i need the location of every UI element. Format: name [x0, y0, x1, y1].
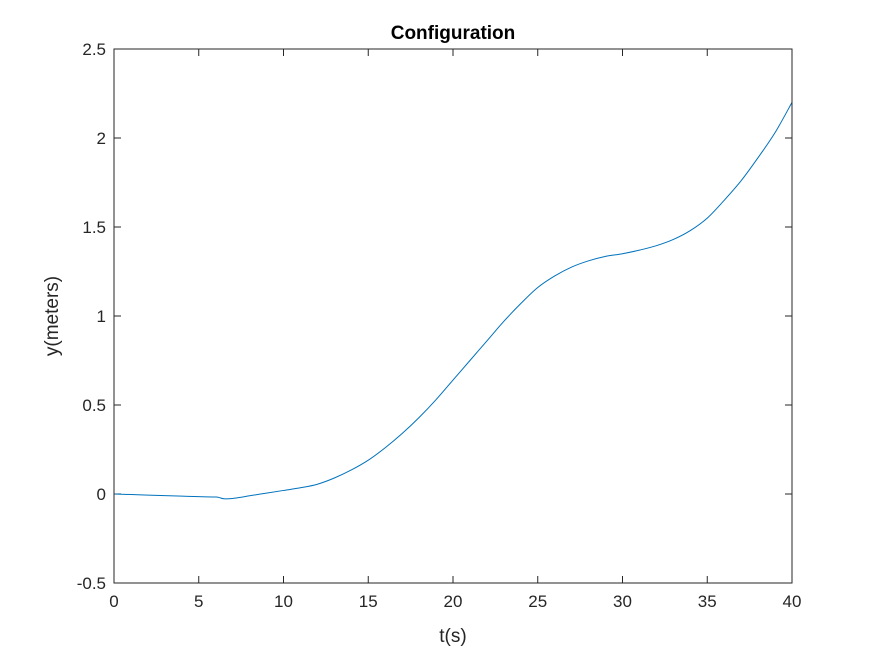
x-tick-label: 10 [274, 592, 293, 611]
x-tick-label: 25 [528, 592, 547, 611]
y-tick-label: 0.5 [82, 396, 106, 415]
y-tick-label: 2.5 [82, 40, 106, 59]
y-axis-label: y(meters) [42, 276, 63, 356]
x-tick-label: 0 [109, 592, 118, 611]
plot-area [114, 49, 792, 583]
y-tick-label: 1 [97, 307, 106, 326]
y-tick-label: 1.5 [82, 218, 106, 237]
y-tick-labels: -0.5 0 0.5 1 1.5 2 2.5 [77, 40, 106, 593]
x-tick-label: 5 [194, 592, 203, 611]
chart-title: Configuration [391, 23, 516, 44]
y-tick-label: -0.5 [77, 574, 106, 593]
x-tick-label: 40 [783, 592, 802, 611]
y-tick-label: 2 [97, 129, 106, 148]
series-layer [113, 102, 793, 500]
x-tick-labels: 0 5 10 15 20 25 30 35 40 [109, 592, 801, 611]
x-tick-label: 35 [698, 592, 717, 611]
axes-box [113, 48, 793, 584]
x-tick-label: 20 [444, 592, 463, 611]
series-line [113, 102, 793, 500]
x-tick-label: 15 [359, 592, 378, 611]
x-tick-label: 30 [613, 592, 632, 611]
x-axis-label: t(s) [439, 626, 466, 647]
y-tick-label: 0 [97, 485, 106, 504]
